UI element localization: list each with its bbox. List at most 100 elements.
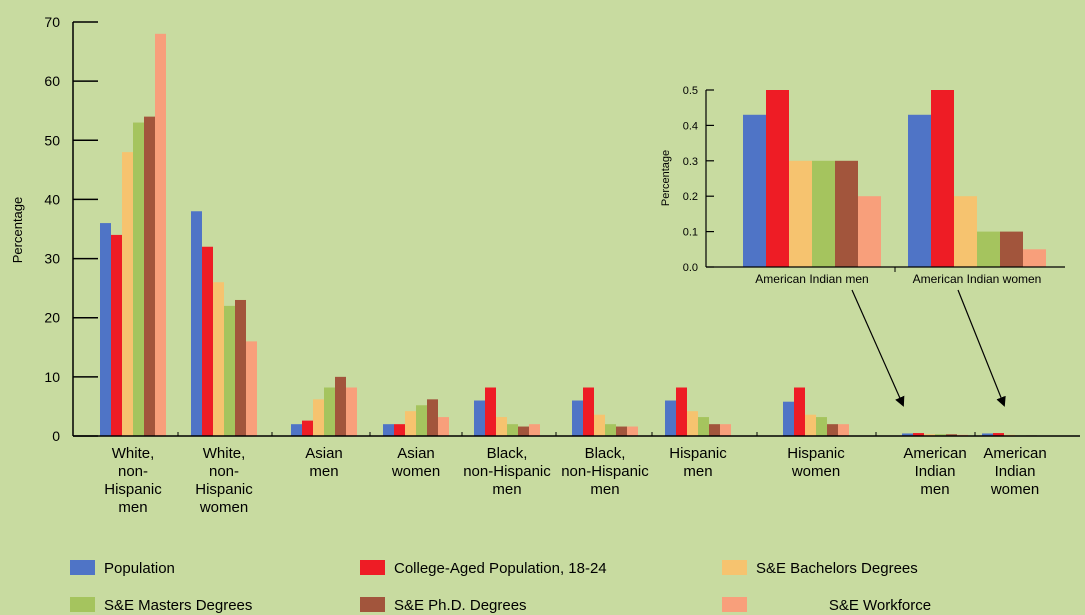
inset-y-axis-label: Percentage [660,150,672,206]
category-label: White, non-Hispanic men [104,445,162,516]
bar [405,411,416,436]
bar [474,400,485,436]
bar [665,400,676,436]
bar [246,341,257,436]
bar [427,399,438,436]
bar [496,417,507,436]
y-axis-label: Percentage [10,197,25,264]
bar [235,299,246,436]
bar [100,223,111,436]
inset-y-tick-label: 0.5 [683,85,698,97]
inset-category-label: American Indian women [913,272,1042,286]
category-label: American Indian women [983,445,1046,498]
category-label: Asian men [305,445,343,480]
y-tick-label: 10 [44,369,60,385]
bar [902,433,913,436]
inset-bar [1023,249,1046,267]
legend-swatch [360,560,385,575]
bar [583,387,594,436]
y-tick-label: 0 [52,428,60,444]
bar [687,411,698,436]
inset-bar [908,114,931,267]
inset-bar [1000,231,1023,267]
bar [616,426,627,436]
bar [144,116,155,436]
legend-swatch [360,597,385,612]
arrow [957,289,1006,407]
bar [698,417,709,436]
bar [709,424,720,436]
inset-bar [954,196,977,267]
category-label: Black, non-Hispanic men [463,445,551,498]
bar [594,414,605,436]
inset-y-tick-label: 0.0 [683,262,698,274]
inset-y-tick-label: 0.1 [683,227,698,239]
y-tick-label: 50 [44,132,60,148]
bar [485,387,496,436]
inset-y-tick-label: 0.3 [683,156,698,168]
inset-bar [743,114,766,267]
y-tick-label: 40 [44,191,60,207]
bar [302,420,313,436]
legend-swatch [70,597,95,612]
bar [394,424,405,436]
bar [518,426,529,436]
bar [816,417,827,436]
legend-label: Population [104,560,175,577]
legend-label: S&E Bachelors Degrees [756,560,918,577]
category-label: Hispanic women [787,445,845,480]
legend-label: S&E Masters Degrees [104,597,252,614]
inset-bar [977,231,1000,267]
bar [529,424,540,436]
bar [122,152,133,436]
bar [324,387,335,436]
bar [224,305,235,436]
bar [213,282,224,436]
legend-swatch [70,560,95,575]
inset-bar [931,90,954,267]
inset-category-label: American Indian men [755,272,868,286]
inset-y-tick-label: 0.2 [683,191,698,203]
y-tick-label: 30 [44,251,60,267]
bar [313,399,324,436]
legend-label: College-Aged Population, 18-24 [394,560,607,577]
bar [805,414,816,436]
bar [416,405,427,436]
category-label: White, non-Hispanic women [195,445,253,516]
bar [982,433,993,436]
category-label: Black, non-Hispanic men [561,445,649,498]
bar [438,417,449,436]
bar [783,401,794,436]
bar [507,424,518,436]
bar [924,434,935,436]
bar [827,424,838,436]
bar [335,376,346,436]
bar [191,211,202,436]
bar [993,433,1004,436]
bar [346,387,357,436]
bar [794,387,805,436]
bar [605,424,616,436]
inset-bar [789,160,812,267]
legend-swatch [722,560,747,575]
bar [838,424,849,436]
bar [676,387,687,436]
inset-y-tick-label: 0.4 [683,120,698,132]
legend-swatch [722,597,747,612]
inset-bar [812,160,835,267]
bar [935,434,946,436]
bar [133,122,144,437]
category-label: American Indian men [903,445,966,498]
bar [383,424,394,436]
category-label: Hispanic men [669,445,727,480]
bar [155,33,166,436]
y-tick-label: 60 [44,73,60,89]
inset-bar [835,160,858,267]
bar [627,426,638,436]
category-label: Asian women [391,445,440,480]
arrow [851,289,905,407]
bar [291,424,302,436]
legend-label: S&E Ph.D. Degrees [394,597,527,614]
bar [111,234,122,436]
